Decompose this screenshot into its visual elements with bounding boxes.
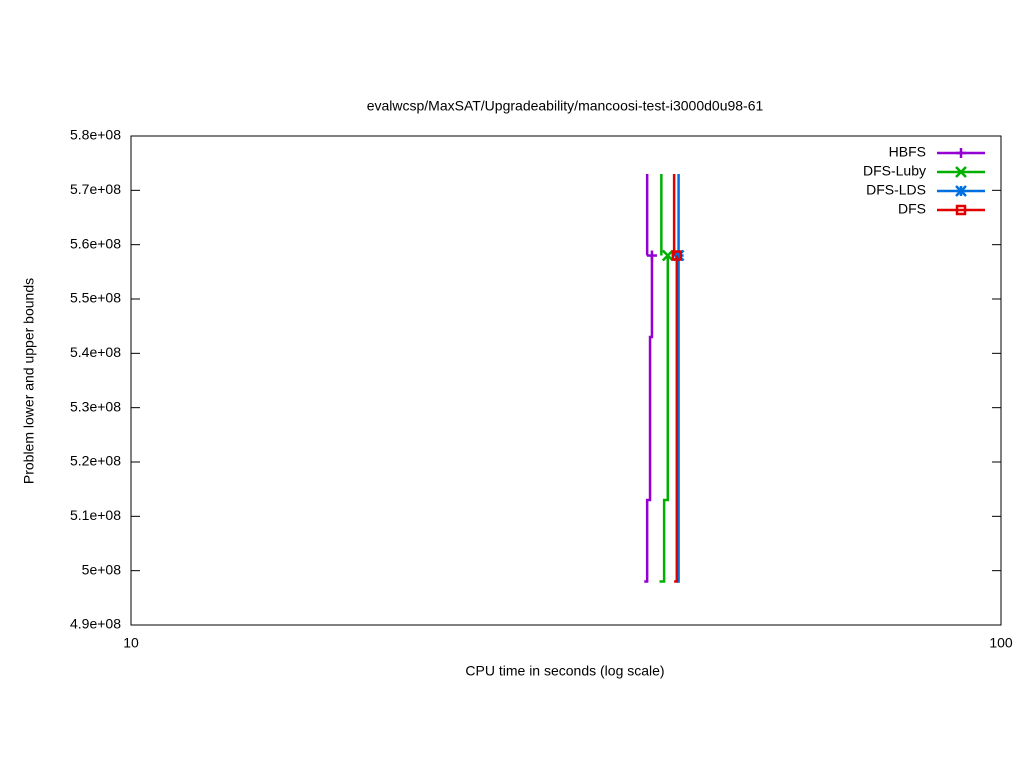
legend-marker: [956, 148, 966, 158]
point-marker: [661, 249, 674, 262]
plot-frame: [130, 135, 1002, 626]
lower-bound-line: [674, 255, 679, 583]
y-tick-label: 5.1e+08: [70, 507, 121, 523]
chart-title: evalwcsp/MaxSAT/Upgradeability/mancoosi-…: [367, 98, 764, 114]
y-tick-label: 5.5e+08: [70, 290, 121, 306]
y-tick-label: 5.8e+08: [70, 127, 121, 143]
point-marker: [671, 250, 683, 261]
legend-marker: [955, 204, 967, 216]
y-axis-label: Problem lower and upper bounds: [21, 278, 37, 484]
legend-marker: [955, 185, 967, 197]
legend-marker: [955, 166, 967, 178]
y-tick-label: 5.2e+08: [70, 453, 121, 469]
point-marker: [646, 250, 657, 261]
x-axis-label: CPU time in seconds (log scale): [465, 663, 664, 679]
x-tick-label: 10: [123, 635, 139, 651]
legend-label: DFS-LDS: [866, 182, 926, 198]
y-tick-label: 5.7e+08: [70, 181, 121, 197]
legend-label: HBFS: [889, 144, 926, 160]
y-tick-label: 5.3e+08: [70, 398, 121, 414]
y-tick-label: 5.6e+08: [70, 235, 121, 251]
lower-bound-line: [644, 255, 654, 583]
y-tick-label: 5e+08: [82, 561, 122, 577]
x-tick-label: 100: [989, 635, 1013, 651]
legend-label: DFS: [898, 201, 926, 217]
legend-label: DFS-Luby: [863, 163, 926, 179]
y-tick-label: 5.4e+08: [70, 344, 121, 360]
lower-bound-line: [659, 255, 670, 583]
y-tick-label: 4.9e+08: [70, 616, 121, 632]
